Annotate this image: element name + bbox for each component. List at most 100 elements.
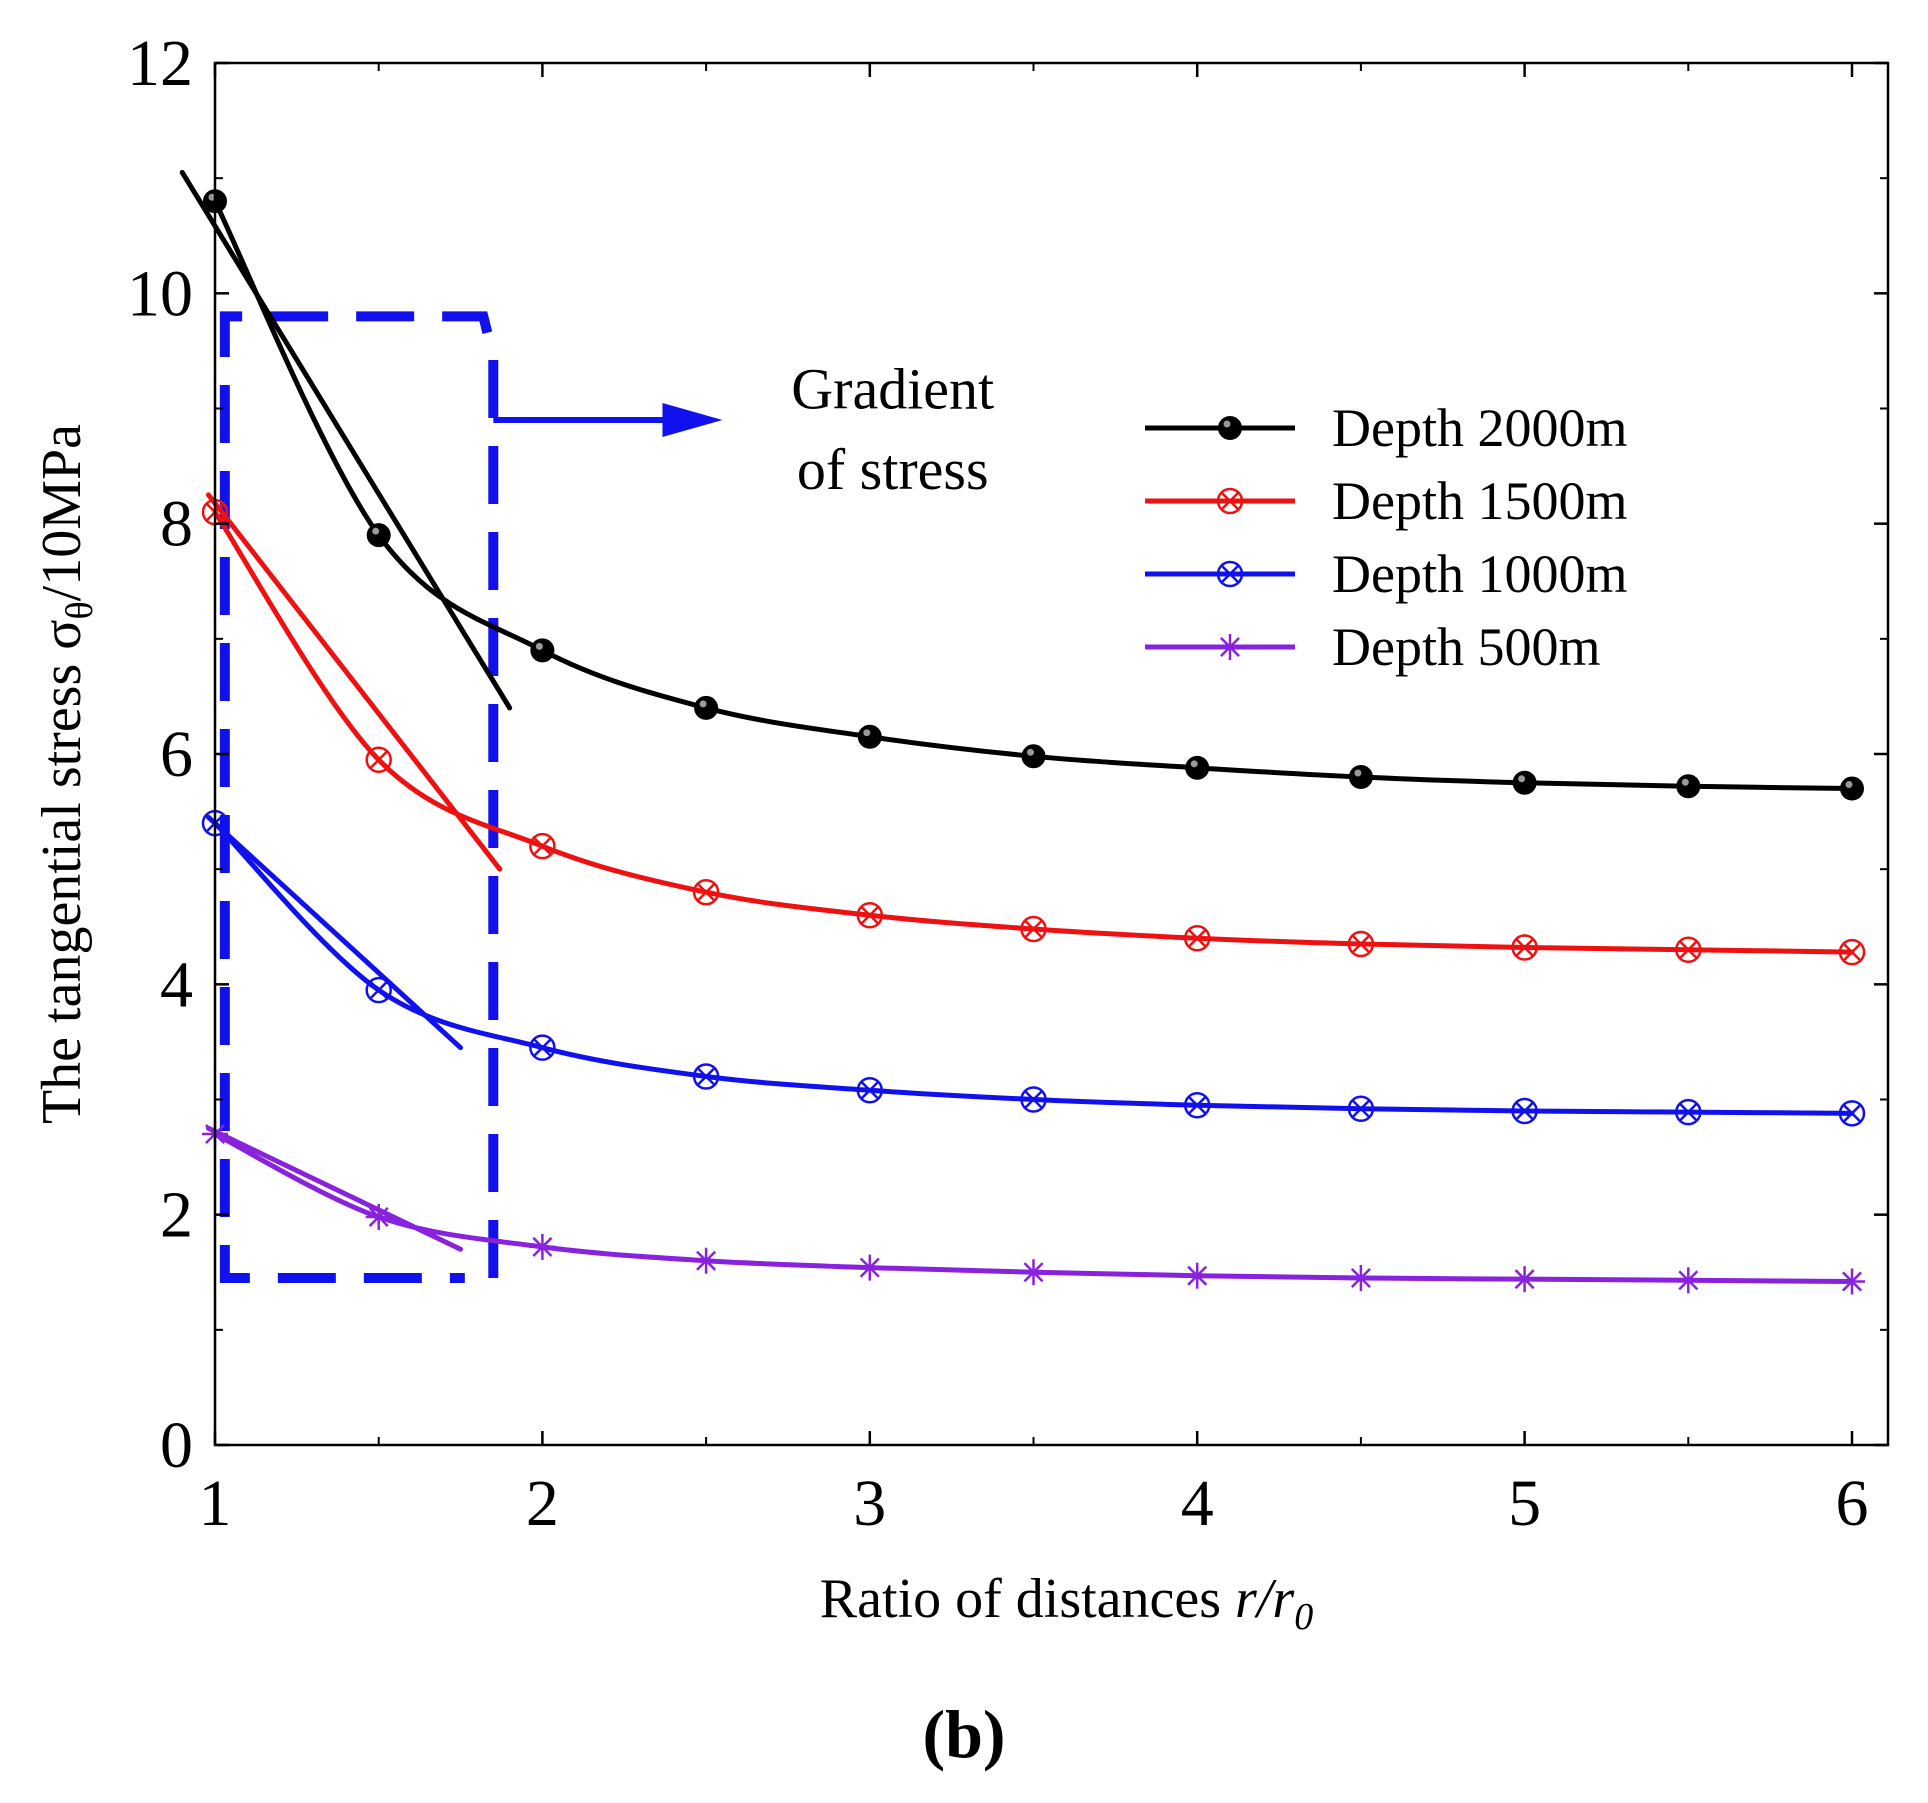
point-marker <box>694 695 719 720</box>
data-point <box>366 523 391 548</box>
data-point <box>1347 1265 1374 1292</box>
data-point <box>692 878 720 906</box>
point-marker <box>1675 1098 1702 1126</box>
point-marker <box>856 901 884 929</box>
data-point <box>1216 487 1244 515</box>
point-cross <box>1351 934 1371 954</box>
point-marker <box>692 1063 720 1090</box>
point-cross <box>1220 564 1240 584</box>
point-cross <box>1024 1090 1043 1109</box>
point-marker <box>529 832 556 860</box>
y-tick-label: 2 <box>160 1179 193 1252</box>
point-cross <box>1351 1099 1371 1119</box>
x-axis-label-var: r/r <box>1235 1568 1294 1630</box>
point-highlight <box>1027 748 1034 756</box>
data-point <box>693 1247 720 1274</box>
legend: Depth 2000m Depth 1500m Depth 1000m Depth 5… <box>1145 398 1627 677</box>
x-axis-label-sub: 0 <box>1294 1596 1313 1638</box>
point-marker <box>1216 487 1244 515</box>
data-point <box>1185 755 1210 780</box>
point-marker <box>1840 776 1864 801</box>
point-marker <box>1020 1086 1047 1113</box>
series-line-depth-2000m <box>212 198 1855 792</box>
point-marker <box>1675 936 1702 964</box>
point-marker <box>1183 1092 1211 1119</box>
data-point <box>1347 1095 1375 1122</box>
point-highlight <box>863 729 871 737</box>
data-point <box>1511 1266 1538 1293</box>
data-point <box>1675 1267 1702 1294</box>
data-point <box>1218 416 1242 440</box>
y-tick-label: 8 <box>160 488 193 561</box>
data-point <box>365 976 392 1004</box>
point-cross <box>1515 938 1534 957</box>
data-point <box>365 746 392 774</box>
data-point <box>1347 930 1375 958</box>
point-marker <box>856 1077 884 1104</box>
point-marker <box>1838 938 1866 966</box>
data-point <box>1512 770 1537 795</box>
data-point <box>1217 634 1243 660</box>
tangent-line <box>205 492 503 872</box>
point-marker <box>1838 1100 1866 1127</box>
series-depth-500m <box>202 1121 1865 1295</box>
legend-label: Depth 1500m <box>1332 471 1627 531</box>
x-tick-label: 5 <box>1508 1467 1541 1540</box>
x-tick-label: 4 <box>1181 1467 1214 1540</box>
y-tick-label: 10 <box>127 257 193 330</box>
y-tick-label: 0 <box>160 1409 193 1482</box>
point-cross <box>1515 1101 1534 1121</box>
data-point <box>530 638 555 663</box>
series-group <box>201 189 1866 1295</box>
point-cross <box>696 1067 716 1086</box>
legend-item-depth-1000m: Depth 1000m <box>1145 544 1627 604</box>
point-highlight <box>1845 781 1853 789</box>
point-marker <box>365 746 392 774</box>
data-point <box>1183 925 1211 952</box>
tangent-line <box>179 169 513 711</box>
point-marker <box>1218 416 1242 440</box>
y-tick-label: 4 <box>160 948 193 1021</box>
point-marker <box>1021 744 1046 769</box>
legend-item-depth-500m: Depth 500m <box>1145 617 1600 677</box>
point-highlight <box>372 527 380 535</box>
data-point <box>1840 776 1864 801</box>
x-tick-label: 2 <box>526 1467 559 1540</box>
legend-label: Depth 500m <box>1332 617 1600 677</box>
data-point <box>1511 934 1538 961</box>
x-axis-label-text: Ratio of distances <box>820 1568 1235 1630</box>
point-marker <box>1347 1095 1375 1122</box>
point-cross <box>369 750 389 770</box>
data-point <box>856 901 884 929</box>
point-cross <box>533 836 552 856</box>
data-point <box>856 1077 884 1104</box>
point-marker <box>1676 774 1701 799</box>
point-marker <box>1183 925 1211 952</box>
point-highlight <box>699 700 707 708</box>
point-cross <box>860 905 880 925</box>
point-cross <box>369 980 389 1000</box>
x-tick-label: 1 <box>199 1467 232 1540</box>
gradient-annotation: Gradient of stress <box>219 311 994 1284</box>
tangent-lines <box>179 169 513 1252</box>
data-point <box>1216 560 1244 588</box>
point-cross <box>1187 1095 1207 1115</box>
point-marker <box>1216 560 1244 588</box>
data-point <box>692 1063 720 1090</box>
point-cross <box>1024 919 1043 939</box>
point-marker <box>365 976 392 1004</box>
data-point <box>529 1034 556 1061</box>
point-cross <box>1220 491 1240 511</box>
data-point <box>856 1254 883 1281</box>
point-cross <box>1842 942 1862 962</box>
point-marker <box>1185 755 1210 780</box>
point-highlight <box>1223 420 1231 428</box>
y-axis-label-sub: θ <box>59 601 101 619</box>
point-marker <box>857 724 882 749</box>
point-highlight <box>1190 760 1198 768</box>
series-line-depth-1500m <box>212 509 1855 955</box>
data-point <box>694 695 719 720</box>
point-cross <box>1842 1103 1862 1123</box>
point-cross <box>860 1080 880 1100</box>
